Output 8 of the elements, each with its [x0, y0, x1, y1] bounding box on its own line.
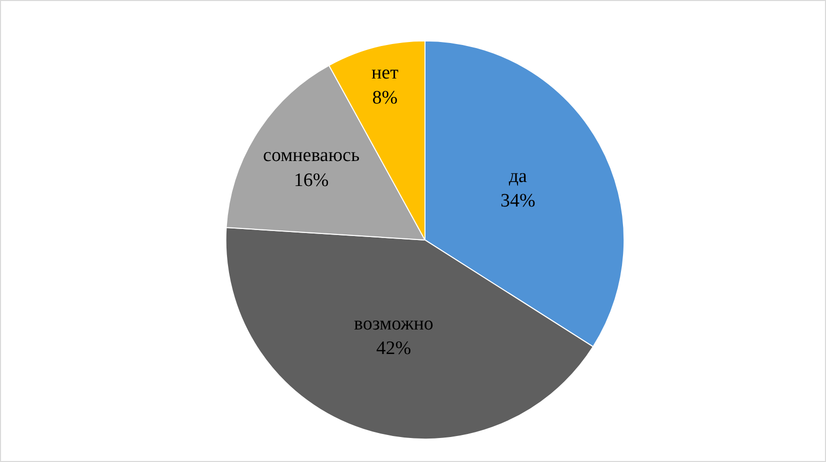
data-label: 34% [500, 190, 536, 212]
slice-label: возможно [354, 313, 434, 334]
slice-label: да [508, 166, 528, 187]
data-label: 8% [372, 87, 398, 108]
data-label: 42% [376, 338, 412, 360]
slice-label: нет [372, 62, 400, 84]
data-label: 16% [294, 170, 329, 191]
slice-label: сомневаюсь [263, 145, 360, 166]
